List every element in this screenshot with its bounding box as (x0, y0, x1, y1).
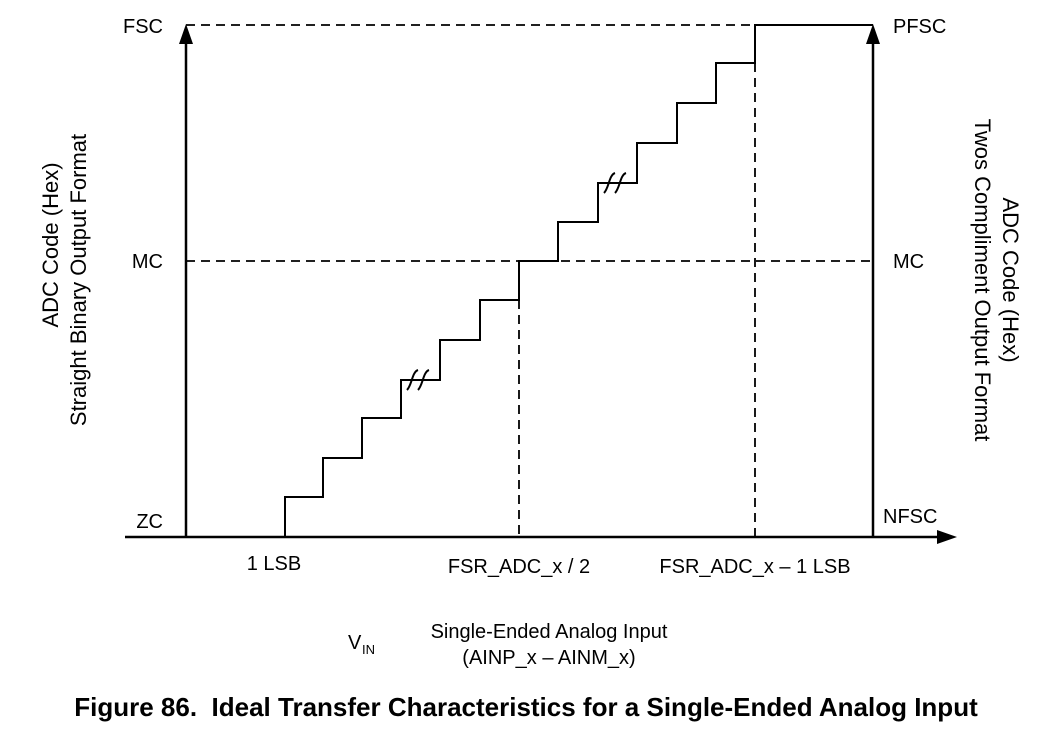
level-label: MC (132, 251, 163, 273)
level-label: NFSC (883, 506, 937, 528)
arrow (937, 530, 957, 544)
x-label: FSR_ADC_x – 1 LSB (659, 556, 850, 578)
staircase (186, 379, 405, 538)
staircase (436, 182, 602, 381)
input-symbol: V (348, 632, 362, 654)
input-label: (AINP_x – AINM_x) (462, 647, 635, 669)
level-label: FSC (123, 16, 163, 38)
input-label: Single-Ended Analog Input (431, 621, 668, 643)
axis-title: Twos Compliment Output Format (970, 119, 995, 442)
staircase (633, 24, 873, 184)
axis-title: Straight Binary Output Format (66, 134, 91, 426)
axis-title: ADC Code (Hex) (38, 162, 63, 327)
x-label: 1 LSB (247, 553, 301, 575)
x-label: FSR_ADC_x / 2 (448, 556, 590, 578)
caption: Figure 86. Ideal Transfer Characteristic… (74, 692, 978, 722)
break-mark (602, 172, 633, 194)
break-mark (405, 369, 436, 391)
arrow (179, 24, 193, 44)
input-subscript: IN (362, 642, 375, 657)
level-label: ZC (136, 511, 163, 533)
axis-title: ADC Code (Hex) (998, 197, 1023, 362)
level-label: MC (893, 251, 924, 273)
level-label: PFSC (893, 16, 946, 38)
arrow (866, 24, 880, 44)
